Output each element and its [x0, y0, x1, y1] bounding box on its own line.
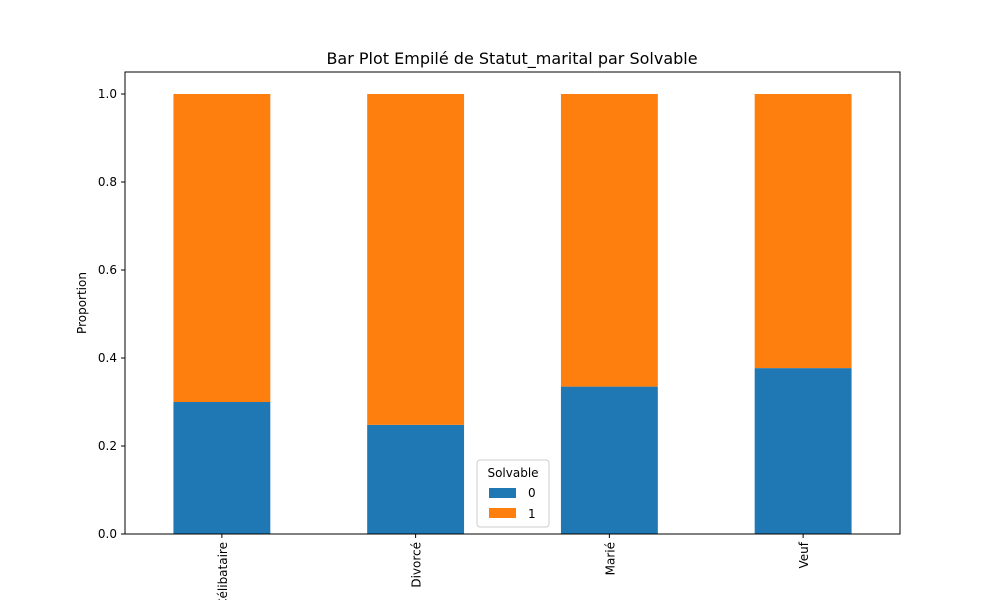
bar-0-2 [560, 386, 658, 534]
y-tick-label-1: 0.2 [98, 439, 117, 453]
y-axis: 0.0 0.2 0.4 0.6 0.8 1.0 [98, 87, 125, 541]
legend: Solvable 0 1 [476, 459, 550, 528]
plot-frame [124, 71, 901, 535]
legend-label-0: 0 [528, 486, 536, 500]
legend-label-1: 1 [528, 507, 536, 521]
y-tick-label-0: 0.0 [98, 527, 117, 541]
legend-swatch-1 [489, 508, 516, 518]
bar-0-0 [173, 402, 271, 534]
bar-1-2 [560, 94, 658, 387]
x-tick-label-0: Célibataire [216, 542, 230, 600]
x-tick-label-1: Divorcé [410, 542, 424, 588]
legend-title: Solvable [487, 466, 538, 480]
y-tick-label-4: 0.8 [98, 175, 117, 189]
legend-swatch-0 [489, 488, 516, 498]
chart-title: Bar Plot Empilé de Statut_marital par So… [326, 49, 697, 69]
y-tick-label-3: 0.6 [98, 263, 117, 277]
bars-group [173, 94, 852, 534]
y-axis-label: Proportion [75, 272, 89, 334]
bar-1-1 [367, 94, 465, 425]
x-tick-label-3: Veuf [797, 541, 811, 568]
x-tick-label-2: Marié [603, 542, 617, 575]
y-tick-label-5: 1.0 [98, 87, 117, 101]
x-axis: Célibataire Divorcé Marié Veuf [216, 534, 811, 600]
y-tick-label-2: 0.4 [98, 351, 117, 365]
bar-1-3 [754, 94, 852, 369]
bar-0-1 [367, 424, 465, 534]
bar-0-3 [754, 368, 852, 534]
bar-1-0 [173, 94, 271, 402]
